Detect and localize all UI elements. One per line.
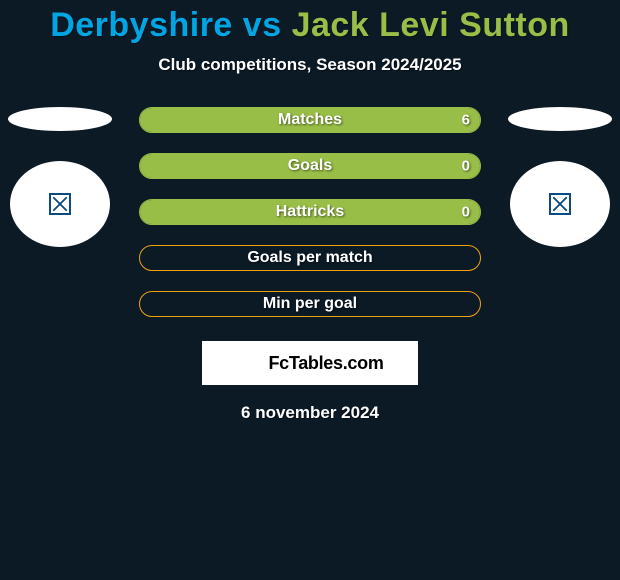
stat-bar: Min per goal <box>139 291 481 317</box>
stat-label: Min per goal <box>263 295 357 313</box>
subtitle: Club competitions, Season 2024/2025 <box>0 55 620 75</box>
brand-logo: FcTables.com <box>202 341 418 385</box>
player1-avatar <box>10 161 110 247</box>
player1-avatar-placeholder-icon <box>49 193 71 215</box>
stat-label: Hattricks <box>276 203 344 221</box>
stat-label: Goals per match <box>247 249 372 267</box>
player2-column <box>500 107 620 247</box>
player2-avatar-placeholder-icon <box>549 193 571 215</box>
player2-name: Jack Levi Sutton <box>292 6 570 44</box>
player1-column <box>0 107 120 247</box>
stat-bar: Goals 0 <box>139 153 481 179</box>
stat-value-right: 0 <box>462 204 470 221</box>
footer-date: 6 november 2024 <box>0 403 620 423</box>
bars-icon <box>236 352 264 374</box>
stat-bar: Goals per match <box>139 245 481 271</box>
stat-label: Goals <box>288 157 332 175</box>
page-title: Derbyshire vs Jack Levi Sutton <box>0 0 620 45</box>
brand-text: FcTables.com <box>268 353 383 374</box>
stat-bar: Hattricks 0 <box>139 199 481 225</box>
vs-label: vs <box>243 6 282 44</box>
stat-value-right: 0 <box>462 158 470 175</box>
comparison-stage: Matches 6 Goals 0 Hattricks 0 Goals per match M… <box>0 107 620 317</box>
player1-name: Derbyshire <box>50 6 233 44</box>
stat-value-right: 6 <box>462 112 470 129</box>
stat-label: Matches <box>278 111 342 129</box>
player2-avatar <box>510 161 610 247</box>
stat-bar: Matches 6 <box>139 107 481 133</box>
player1-base-ellipse <box>8 107 112 131</box>
stat-bars: Matches 6 Goals 0 Hattricks 0 Goals per match M… <box>139 107 481 317</box>
player2-base-ellipse <box>508 107 612 131</box>
